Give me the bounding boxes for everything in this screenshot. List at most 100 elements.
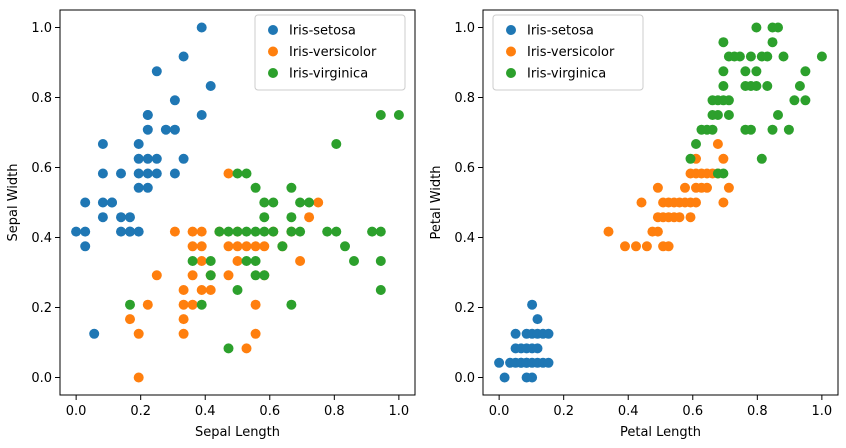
data-point-virginica [259,270,270,281]
data-point-versicolor [723,182,734,193]
data-point-virginica [734,51,745,62]
data-point-virginica [331,139,342,149]
x-tick-label: 0.4 [195,404,216,419]
data-point-setosa [80,197,91,208]
data-point-versicolor [232,241,243,252]
scatter-plot-petal: 0.0 0.2 0.4 0.6 0.8 1.0 0.0 0.2 0.4 0.6 0.8 1.0 Peta… [429,9,839,440]
data-point-virginica [322,226,333,237]
legend-label-versicolor: Iris-versicolor [527,45,615,60]
series-setosa [71,22,216,339]
data-point-versicolor [250,299,261,310]
data-point-versicolor [232,256,243,266]
y-tick-label: 0.6 [31,161,52,176]
series-versicolor [603,139,734,252]
data-point-virginica [304,197,315,208]
data-point-versicolor [250,328,261,339]
data-point-virginica [223,343,234,354]
data-point-setosa [142,168,153,179]
data-point-virginica [740,66,751,77]
y-tick-label: 0.0 [454,371,475,386]
axes-frame [482,9,839,396]
data-point-virginica [268,226,279,237]
x-tick-label: 0.0 [489,404,510,419]
data-point-virginica [241,168,252,179]
data-point-versicolor [223,168,234,179]
data-point-virginica [223,226,234,237]
axes-frame [59,9,416,396]
data-point-virginica [718,168,729,179]
legend-marker-versicolor [268,46,278,57]
x-tick-label: 0.4 [618,404,639,419]
data-point-virginica [794,81,805,91]
data-point-versicolor [241,241,252,252]
data-point-setosa [116,226,126,237]
data-point-versicolor [631,241,641,252]
data-point-virginica [800,95,811,106]
data-point-virginica [712,110,723,120]
data-point-virginica [250,256,261,266]
scatter-plot-sepal: 0.0 0.2 0.4 0.6 0.8 1.0 0.0 0.2 0.4 0.6 0.8 1.0 Sepa… [6,9,416,440]
data-point-virginica [718,37,729,48]
data-point-setosa [133,139,144,149]
data-point-setosa [97,168,108,179]
data-point-virginica [286,226,297,237]
data-point-versicolor [205,285,216,295]
data-point-setosa [71,226,82,237]
data-point-virginica [751,81,762,91]
x-tick-label: 0.6 [259,404,280,419]
data-point-virginica [232,285,243,295]
data-point-versicolor [663,241,674,252]
data-point-setosa [80,226,91,237]
data-point-virginica [816,51,827,62]
data-point-versicolor [133,328,144,339]
data-point-virginica [762,81,773,91]
data-point-setosa [142,153,153,164]
data-point-setosa [133,168,144,179]
legend-marker-setosa [506,25,516,35]
data-point-virginica [232,226,243,237]
series-setosa [494,299,554,383]
data-point-virginica [205,256,216,266]
data-point-versicolor [241,343,252,354]
data-point-versicolor [641,241,652,252]
data-point-versicolor [652,182,663,193]
data-point-virginica [340,241,350,252]
data-point-virginica [187,256,198,266]
data-point-versicolor [187,241,198,252]
data-point-virginica [783,124,794,135]
data-point-versicolor [702,182,712,193]
data-point-setosa [80,241,91,252]
x-tick-label: 0.8 [747,404,768,419]
data-point-virginica [375,256,386,266]
data-point-setosa [151,168,162,179]
data-point-versicolor [712,139,723,149]
data-point-virginica [214,226,225,237]
legend-label-virginica: Iris-virginica [527,67,606,82]
data-point-virginica [125,299,135,310]
data-point-setosa [178,153,189,164]
data-point-virginica [250,226,261,237]
data-point-virginica [751,22,762,33]
data-point-setosa [543,328,554,339]
data-point-versicolor [674,212,685,223]
data-point-versicolor [223,270,234,281]
data-point-versicolor [142,299,153,310]
data-point-virginica [789,95,800,106]
data-point-virginica [723,95,734,106]
data-point-versicolor [169,226,180,237]
data-point-setosa [169,95,180,106]
data-point-setosa [169,168,180,179]
data-point-virginica [286,182,297,193]
data-point-virginica [331,226,342,237]
data-point-versicolor [178,299,189,310]
y-axis-label: Petal Width [429,166,444,240]
data-point-versicolor [718,153,729,164]
y-tick-label: 0.2 [31,301,52,316]
y-tick-label: 0.4 [454,231,475,246]
data-point-versicolor [187,299,198,310]
y-tick-label: 0.0 [31,371,52,386]
y-axis-label: Sepal Width [6,164,21,242]
data-point-versicolor [295,256,306,266]
data-point-virginica [800,66,811,77]
